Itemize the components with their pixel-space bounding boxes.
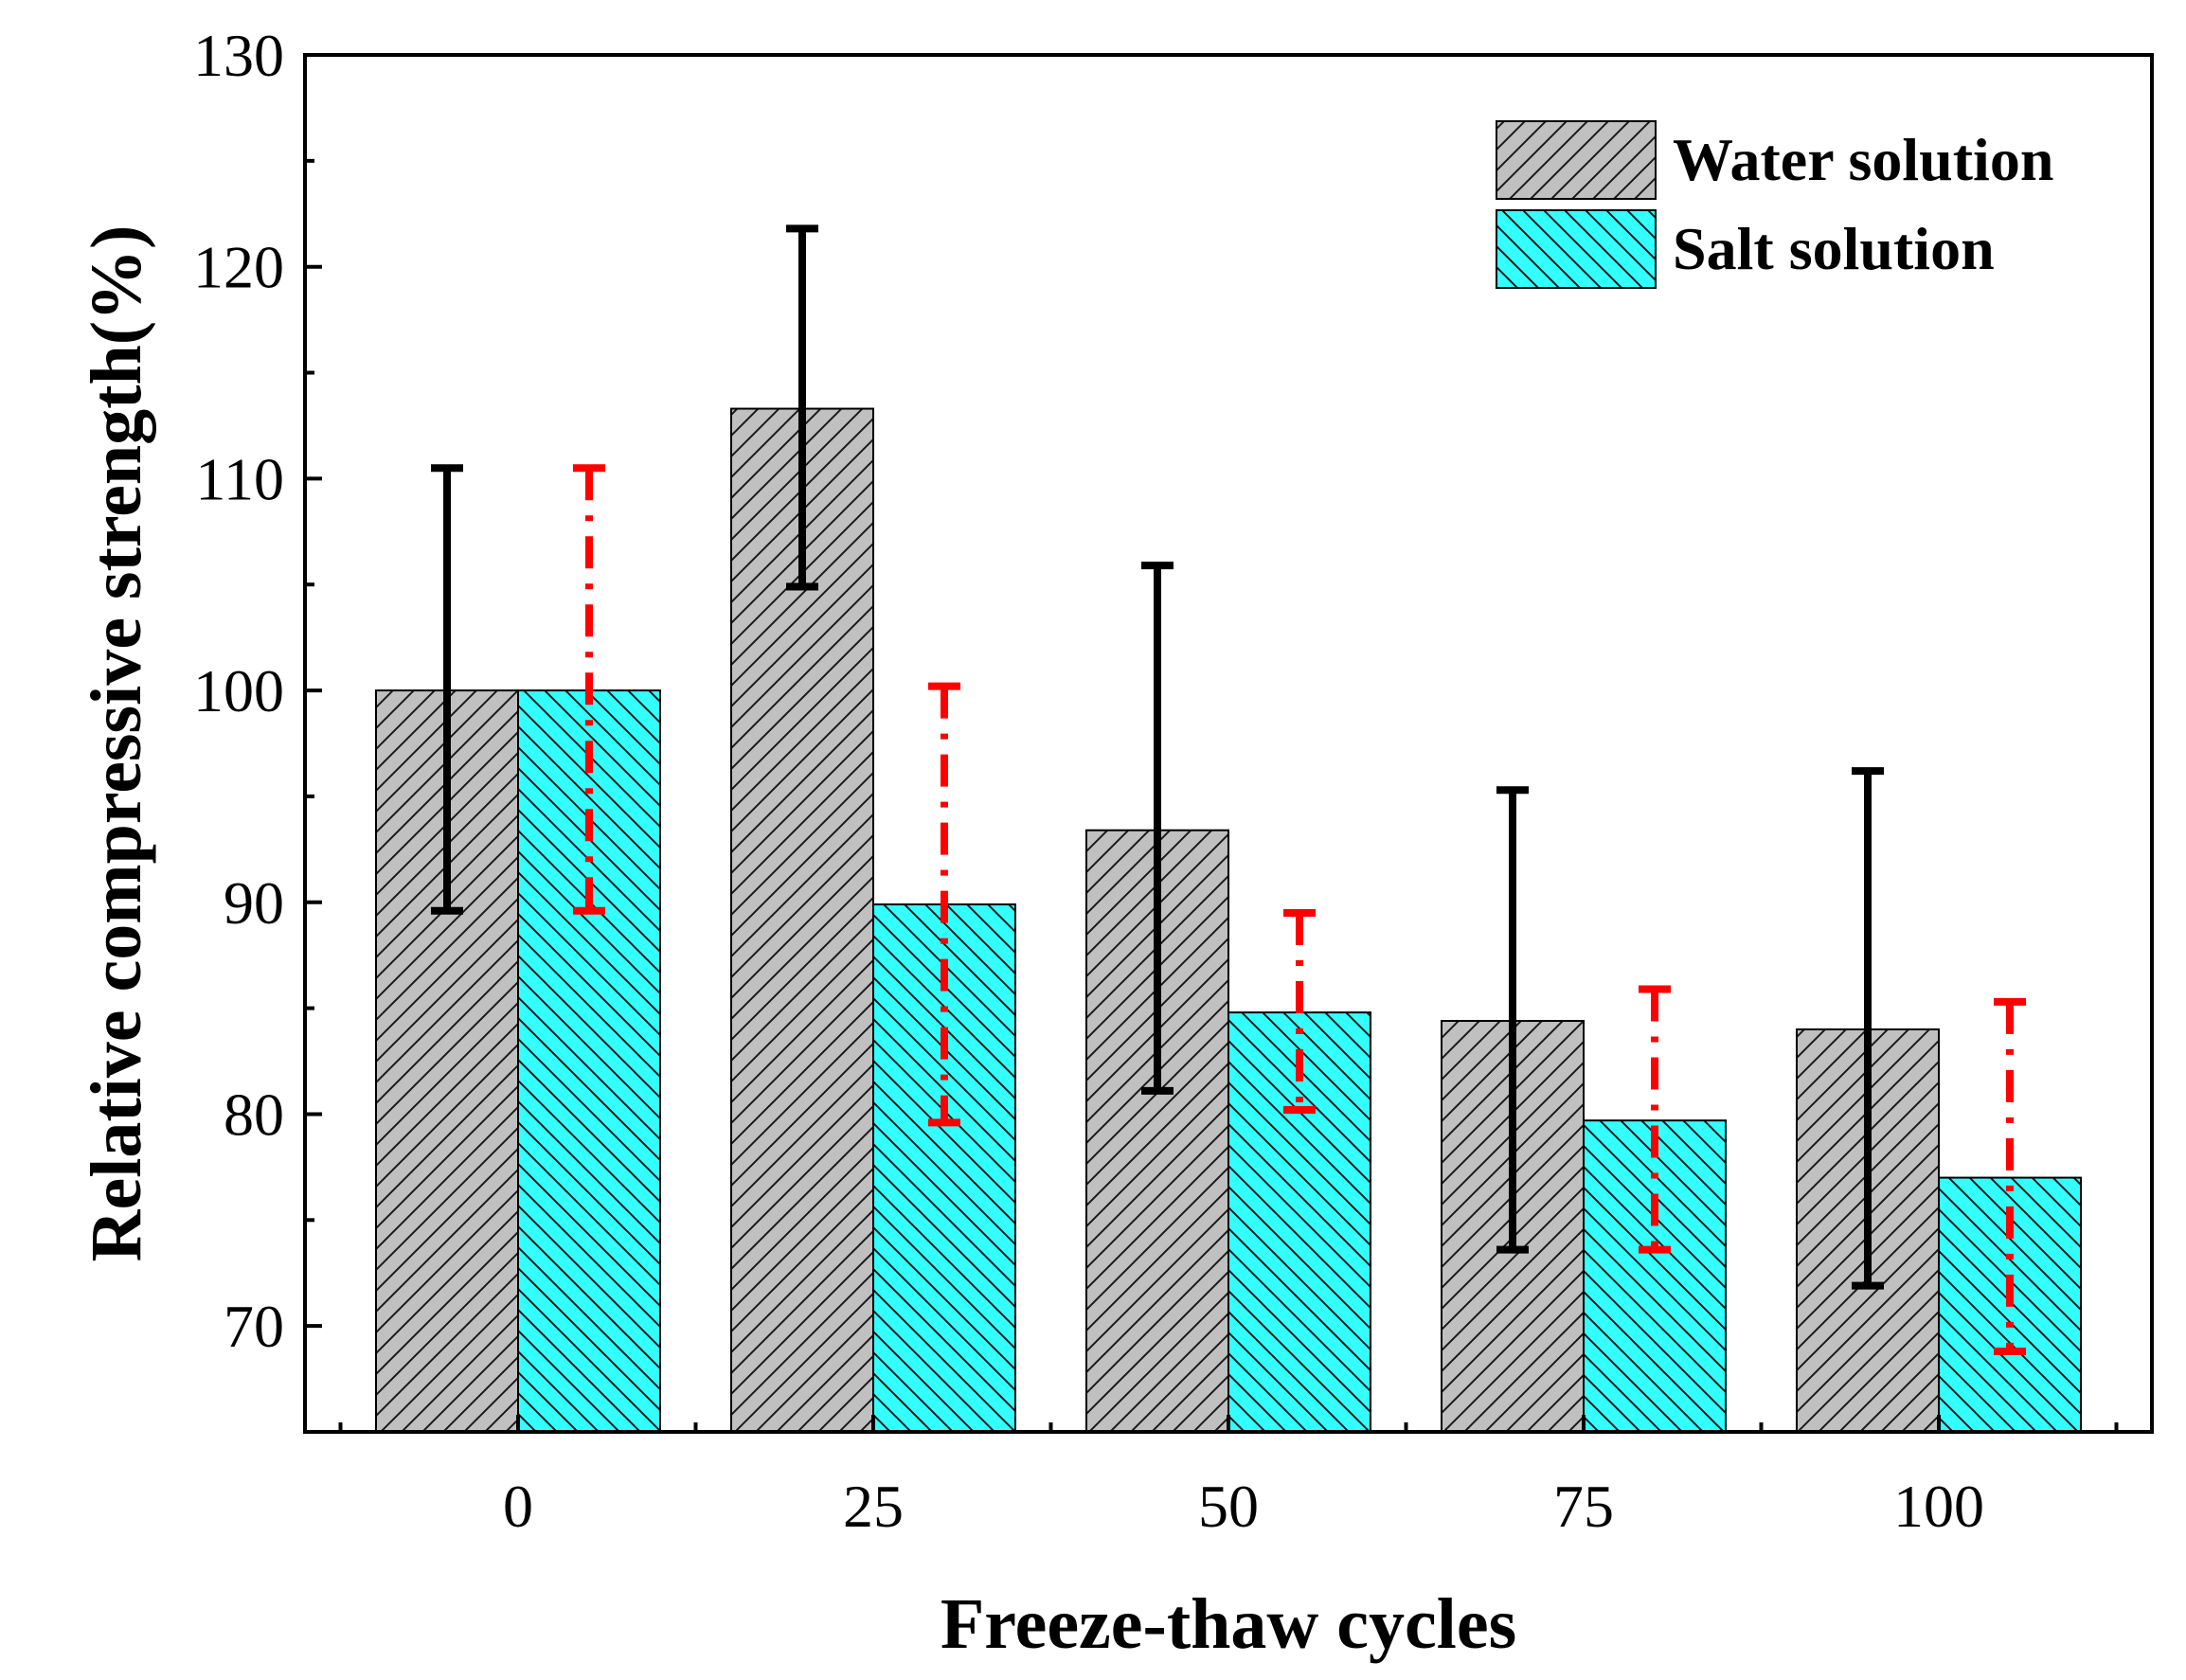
bar-salt-75 <box>1583 1119 1727 1434</box>
legend-label-water: Water solution <box>1673 126 2053 193</box>
x-axis-title: Freeze-thaw cycles <box>941 1584 1516 1664</box>
x-tick-label: 75 <box>1553 1473 1614 1540</box>
error-bar-salt-0 <box>573 464 605 915</box>
y-tick-label: 70 <box>224 1293 284 1360</box>
x-tick-label: 0 <box>503 1473 533 1540</box>
y-axis: 70 80 90 100 110 120 130 <box>193 22 322 1434</box>
error-bar-water-25 <box>786 224 818 591</box>
error-bar-salt-50 <box>1283 908 1316 1114</box>
y-tick-label: 120 <box>193 234 284 301</box>
bar-salt-50 <box>1227 1011 1371 1433</box>
error-bar-water-100 <box>1852 767 1884 1290</box>
y-axis-title: Relative compressive strength(%) <box>77 225 156 1262</box>
error-bar-salt-25 <box>928 682 960 1127</box>
error-bar-salt-100 <box>1994 997 2026 1355</box>
y-tick-label: 100 <box>193 657 284 724</box>
y-tick-label: 130 <box>193 22 284 89</box>
error-bar-water-75 <box>1496 786 1529 1254</box>
y-tick-label: 80 <box>224 1081 284 1148</box>
bars-layer <box>375 407 2082 1434</box>
x-tick-label: 25 <box>843 1473 904 1540</box>
legend-swatch-water <box>1496 120 1657 200</box>
y-tick-label: 110 <box>195 445 284 512</box>
x-axis: 0 25 50 75 100 <box>338 1415 2119 1540</box>
x-tick-label: 50 <box>1198 1473 1259 1540</box>
error-bar-water-50 <box>1141 562 1174 1095</box>
legend-label-salt: Salt solution <box>1673 215 1995 282</box>
error-bars-layer <box>431 224 2026 1355</box>
x-tick-label: 100 <box>1893 1473 1984 1540</box>
legend-swatch-salt <box>1496 209 1657 289</box>
error-bar-salt-75 <box>1639 985 1671 1254</box>
legend: Water solution Salt solution <box>1496 120 2053 289</box>
y-tick-label: 90 <box>224 869 284 937</box>
error-bar-water-0 <box>431 464 463 915</box>
bar-salt-0 <box>517 689 661 1433</box>
